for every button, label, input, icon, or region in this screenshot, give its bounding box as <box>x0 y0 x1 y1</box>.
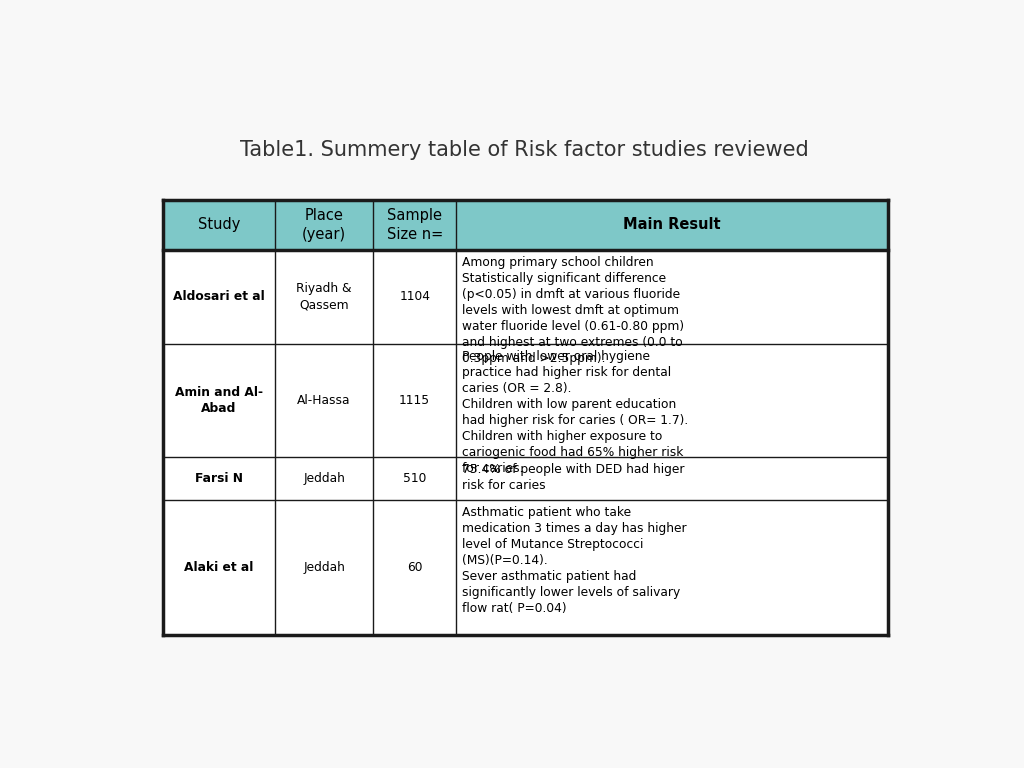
Text: Asthmatic patient who take
medication 3 times a day has higher
level of Mutance : Asthmatic patient who take medication 3 … <box>462 506 686 615</box>
Text: 1104: 1104 <box>399 290 430 303</box>
Bar <box>163 457 888 500</box>
Text: Study: Study <box>198 217 241 233</box>
Bar <box>163 343 888 457</box>
Text: 1115: 1115 <box>399 393 430 406</box>
Text: Riyadh &
Qassem: Riyadh & Qassem <box>296 283 352 311</box>
Text: Al-Hassa: Al-Hassa <box>297 393 351 406</box>
Bar <box>163 500 888 635</box>
Text: Aldosari et al: Aldosari et al <box>173 290 265 303</box>
Text: 75.4% of people with DED had higer
risk for caries: 75.4% of people with DED had higer risk … <box>462 463 684 492</box>
Text: Main Result: Main Result <box>624 217 721 233</box>
Text: Amin and Al-
Abad: Amin and Al- Abad <box>175 386 263 415</box>
Bar <box>163 250 888 343</box>
Text: Sample
Size n=: Sample Size n= <box>386 208 442 242</box>
Text: Jeddah: Jeddah <box>303 561 345 574</box>
Text: Place
(year): Place (year) <box>302 208 346 242</box>
Text: Table1. Summery table of Risk factor studies reviewed: Table1. Summery table of Risk factor stu… <box>241 140 809 160</box>
Text: 510: 510 <box>403 472 426 485</box>
Text: Jeddah: Jeddah <box>303 472 345 485</box>
Text: Farsi N: Farsi N <box>195 472 243 485</box>
Text: People with lower oral hygiene
practice had higher risk for dental
caries (OR = : People with lower oral hygiene practice … <box>462 349 688 475</box>
Text: Among primary school children
Statistically significant difference
(p<0.05) in d: Among primary school children Statistica… <box>462 257 684 365</box>
Text: 60: 60 <box>407 561 423 574</box>
Bar <box>163 200 888 250</box>
Text: Alaki et al: Alaki et al <box>184 561 254 574</box>
